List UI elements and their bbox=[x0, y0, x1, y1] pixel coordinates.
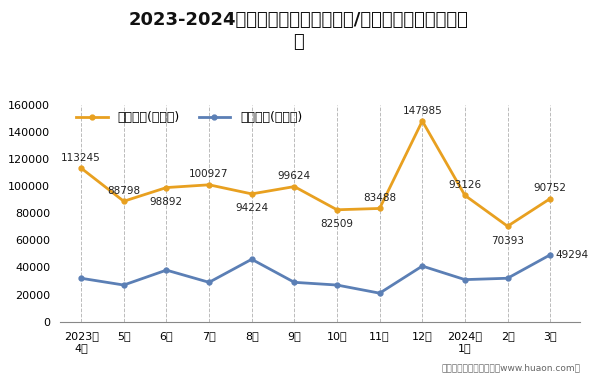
出口总额(万美元) bbox=[163, 186, 170, 190]
出口总额(万美元) bbox=[248, 191, 255, 196]
出口总额(万美元) bbox=[547, 196, 554, 201]
进口总额(万美元) bbox=[461, 278, 468, 282]
出口总额(万美元) bbox=[291, 184, 298, 189]
Text: 88798: 88798 bbox=[107, 186, 141, 196]
出口总额(万美元) bbox=[334, 208, 341, 212]
进口总额(万美元) bbox=[291, 280, 298, 285]
Text: 83488: 83488 bbox=[363, 193, 396, 203]
Text: 100927: 100927 bbox=[190, 169, 229, 180]
Text: 49294: 49294 bbox=[556, 250, 588, 260]
Text: 82509: 82509 bbox=[321, 219, 353, 229]
Text: 制图：华经产业研究院（www.huaon.com）: 制图：华经产业研究院（www.huaon.com） bbox=[441, 363, 580, 372]
进口总额(万美元) bbox=[376, 291, 383, 295]
进口总额(万美元) bbox=[206, 280, 213, 285]
Text: 98892: 98892 bbox=[150, 197, 183, 207]
出口总额(万美元) bbox=[376, 206, 383, 211]
出口总额(万美元) bbox=[419, 119, 426, 123]
Text: 113245: 113245 bbox=[61, 153, 101, 163]
Legend: 出口总额(万美元), 进口总额(万美元): 出口总额(万美元), 进口总额(万美元) bbox=[77, 111, 302, 124]
出口总额(万美元) bbox=[78, 166, 85, 170]
出口总额(万美元) bbox=[206, 183, 213, 187]
Text: 99624: 99624 bbox=[278, 171, 311, 181]
出口总额(万美元) bbox=[504, 224, 511, 229]
Text: 70393: 70393 bbox=[491, 236, 524, 246]
出口总额(万美元) bbox=[461, 193, 468, 197]
进口总额(万美元) bbox=[547, 252, 554, 257]
Line: 进口总额(万美元): 进口总额(万美元) bbox=[79, 252, 553, 295]
出口总额(万美元) bbox=[120, 199, 127, 203]
Text: 94224: 94224 bbox=[235, 203, 269, 214]
进口总额(万美元) bbox=[163, 268, 170, 272]
Text: 90752: 90752 bbox=[533, 183, 567, 193]
进口总额(万美元) bbox=[248, 257, 255, 261]
进口总额(万美元) bbox=[78, 276, 85, 280]
Text: 147985: 147985 bbox=[402, 105, 442, 116]
进口总额(万美元) bbox=[334, 283, 341, 287]
Text: 2023-2024年石家庄市（境内目的地/货源地）进、出口额统
计: 2023-2024年石家庄市（境内目的地/货源地）进、出口额统 计 bbox=[129, 11, 469, 51]
进口总额(万美元) bbox=[419, 264, 426, 268]
Text: 93126: 93126 bbox=[448, 180, 481, 190]
进口总额(万美元) bbox=[120, 283, 127, 287]
Line: 出口总额(万美元): 出口总额(万美元) bbox=[79, 119, 553, 229]
进口总额(万美元) bbox=[504, 276, 511, 280]
